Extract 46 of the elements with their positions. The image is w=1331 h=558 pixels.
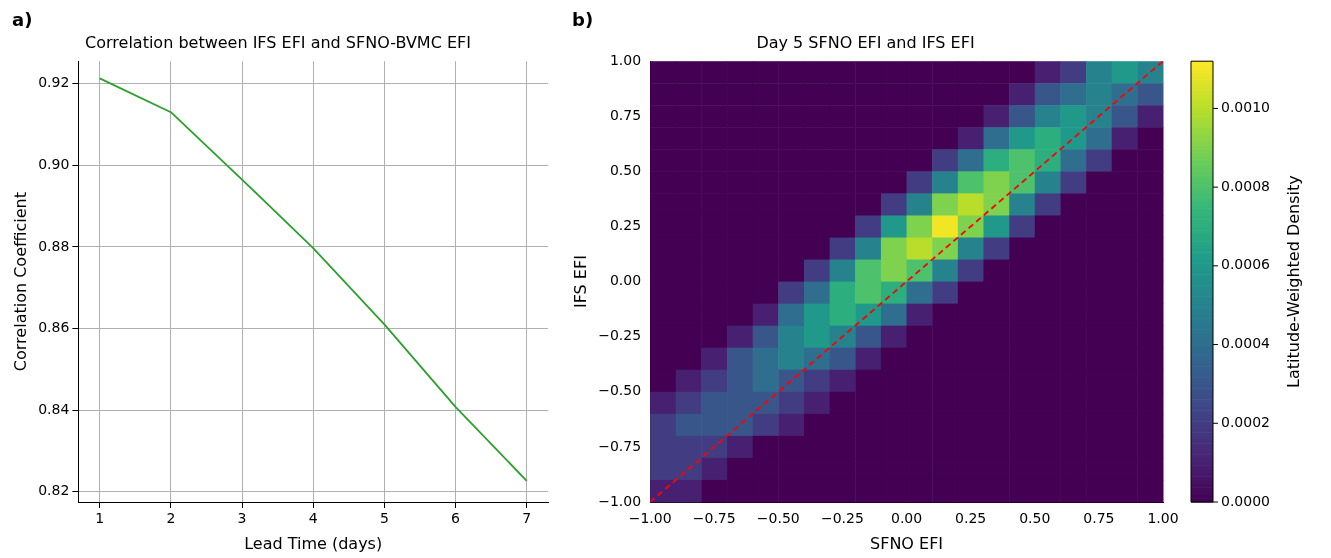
y-tick-label: 0.82	[38, 482, 70, 499]
color-bar-label: 0.0002	[1221, 413, 1270, 430]
x-tick-label: 2	[166, 510, 176, 527]
color-bar-title: Latitude-Weighted Density	[1284, 175, 1304, 388]
y-tick-label: −0.25	[598, 327, 642, 344]
x-tick-label: 1	[95, 510, 105, 527]
y-axis-title: IFS EFI	[570, 255, 590, 309]
x-tick-label: 1.00	[1147, 510, 1179, 527]
y-tick-label: 0.86	[38, 319, 70, 336]
x-tick-label: −0.75	[692, 510, 736, 527]
x-tick-label: 3	[237, 510, 247, 527]
y-tick-label: 0.84	[38, 400, 70, 417]
y-tick-label: 0.75	[609, 106, 642, 123]
y-tick-label: 0.90	[38, 155, 70, 172]
color-bar-label: 0.0004	[1221, 335, 1271, 352]
y-axis-title: Correlation Coefficient	[10, 192, 30, 372]
x-tick-label: −0.50	[756, 510, 800, 527]
chart-title: Correlation between IFS EFI and SFNO-BVMC EFI	[85, 32, 471, 52]
y-tick-label: −0.50	[598, 382, 642, 399]
x-axis-title: SFNO EFI	[870, 533, 944, 553]
x-axis-title: Lead Time (days)	[244, 533, 383, 553]
y-tick-label: 0.00	[609, 272, 642, 289]
x-tick-label: 0.75	[1083, 510, 1115, 527]
y-tick-label: 0.88	[38, 237, 70, 254]
y-tick-label: −1.00	[598, 492, 642, 509]
x-tick-label: 4	[308, 510, 318, 527]
x-tick-label: −1.00	[628, 510, 672, 527]
y-tick-label: 1.00	[609, 51, 642, 68]
x-tick-label: −0.25	[820, 510, 864, 527]
x-tick-label: 6	[451, 510, 461, 527]
x-tick-label: 0.50	[1019, 510, 1051, 527]
y-tick-label: −0.75	[598, 437, 642, 454]
y-tick-label: 0.92	[38, 74, 70, 91]
text: b)	[572, 8, 594, 30]
x-tick-label: 7	[522, 510, 532, 527]
color-bar-label: 0.0010	[1221, 99, 1270, 116]
y-tick-label: 0.25	[609, 217, 642, 234]
x-tick-label: 0.25	[955, 510, 987, 527]
color-bar-label: 0.0006	[1221, 256, 1271, 273]
text: a)	[12, 8, 33, 30]
x-tick-label: 5	[379, 510, 389, 527]
y-tick-label: 0.50	[609, 162, 642, 179]
color-bar-label: 0.0008	[1221, 177, 1270, 194]
color-bar-label: 0.0000	[1221, 492, 1270, 509]
x-tick-label: 0.00	[890, 510, 923, 527]
chart-title: Day 5 SFNO EFI and IFS EFI	[756, 32, 975, 52]
